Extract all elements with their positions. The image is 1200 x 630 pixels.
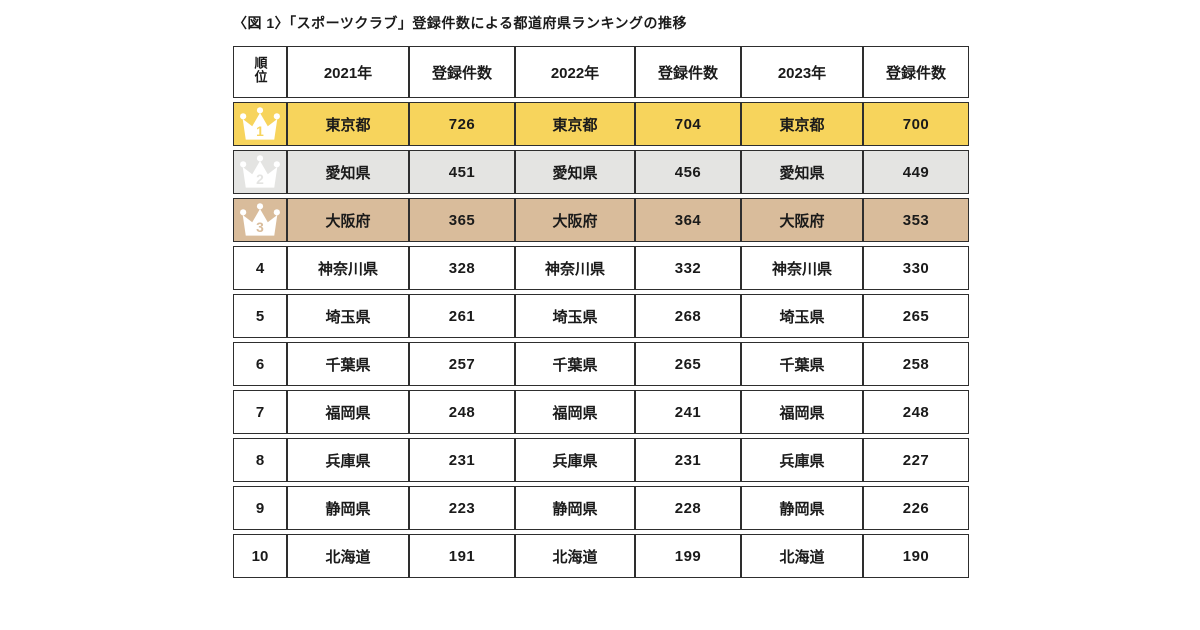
table-row: 3 大阪府 365 大阪府 364 大阪府 353	[233, 198, 969, 242]
count-cell: 265	[863, 294, 969, 338]
table-row: 4 神奈川県 328 神奈川県 332 神奈川県 330	[233, 246, 969, 290]
rank-cell: 4	[233, 246, 287, 290]
prefecture-cell: 埼玉県	[515, 294, 635, 338]
count-cell: 257	[409, 342, 515, 386]
count-cell: 191	[409, 534, 515, 578]
prefecture-cell: 福岡県	[287, 390, 409, 434]
rank-cell: 2	[233, 150, 287, 194]
prefecture-cell: 大阪府	[287, 198, 409, 242]
count-cell: 227	[863, 438, 969, 482]
count-cell: 231	[409, 438, 515, 482]
table-row: 5 埼玉県 261 埼玉県 268 埼玉県 265	[233, 294, 969, 338]
crown-rank-1-icon: 1	[240, 107, 280, 140]
count-cell: 726	[409, 102, 515, 146]
count-cell: 332	[635, 246, 741, 290]
prefecture-cell: 大阪府	[515, 198, 635, 242]
svg-text:3: 3	[256, 219, 264, 235]
table-row: 10 北海道 191 北海道 199 北海道 190	[233, 534, 969, 578]
prefecture-cell: 福岡県	[515, 390, 635, 434]
rank-cell: 9	[233, 486, 287, 530]
rank-cell: 7	[233, 390, 287, 434]
prefecture-cell: 神奈川県	[515, 246, 635, 290]
prefecture-cell: 愛知県	[287, 150, 409, 194]
prefecture-cell: 福岡県	[741, 390, 863, 434]
year-header-2021: 2021年	[287, 46, 409, 98]
prefecture-cell: 神奈川県	[741, 246, 863, 290]
rank-cell: 8	[233, 438, 287, 482]
prefecture-cell: 埼玉県	[287, 294, 409, 338]
prefecture-cell: 北海道	[741, 534, 863, 578]
rank-cell: 1	[233, 102, 287, 146]
prefecture-cell: 静岡県	[287, 486, 409, 530]
header-row: 順位 2021年 登録件数 2022年 登録件数 2023年 登録件数	[233, 46, 969, 98]
count-cell: 700	[863, 102, 969, 146]
crown-rank-2-icon: 2	[240, 155, 280, 188]
prefecture-cell: 兵庫県	[287, 438, 409, 482]
table-row: 8 兵庫県 231 兵庫県 231 兵庫県 227	[233, 438, 969, 482]
count-cell: 451	[409, 150, 515, 194]
prefecture-cell: 北海道	[515, 534, 635, 578]
table-body: 1 東京都 726 東京都 704 東京都 700 2 愛知県 451 愛知県 456 愛知県 449 3 大…	[233, 102, 969, 578]
prefecture-cell: 神奈川県	[287, 246, 409, 290]
table-row: 1 東京都 726 東京都 704 東京都 700	[233, 102, 969, 146]
prefecture-cell: 東京都	[515, 102, 635, 146]
rank-column-header: 順位	[233, 46, 287, 98]
count-cell: 328	[409, 246, 515, 290]
count-cell: 258	[863, 342, 969, 386]
count-cell: 228	[635, 486, 741, 530]
count-header-2021: 登録件数	[409, 46, 515, 98]
prefecture-cell: 大阪府	[741, 198, 863, 242]
count-cell: 265	[635, 342, 741, 386]
rank-cell: 10	[233, 534, 287, 578]
count-cell: 449	[863, 150, 969, 194]
ranking-table: 順位 2021年 登録件数 2022年 登録件数 2023年 登録件数 1 東京都…	[233, 42, 969, 582]
prefecture-cell: 静岡県	[741, 486, 863, 530]
prefecture-cell: 東京都	[741, 102, 863, 146]
count-cell: 231	[635, 438, 741, 482]
count-cell: 241	[635, 390, 741, 434]
rank-header-label: 順位	[252, 56, 268, 84]
year-header-2023: 2023年	[741, 46, 863, 98]
count-cell: 248	[409, 390, 515, 434]
prefecture-cell: 埼玉県	[741, 294, 863, 338]
table-row: 2 愛知県 451 愛知県 456 愛知県 449	[233, 150, 969, 194]
prefecture-cell: 兵庫県	[515, 438, 635, 482]
count-cell: 353	[863, 198, 969, 242]
svg-text:1: 1	[256, 123, 264, 139]
count-header-2023: 登録件数	[863, 46, 969, 98]
count-cell: 199	[635, 534, 741, 578]
prefecture-cell: 千葉県	[515, 342, 635, 386]
count-cell: 248	[863, 390, 969, 434]
count-cell: 704	[635, 102, 741, 146]
count-cell: 330	[863, 246, 969, 290]
count-cell: 190	[863, 534, 969, 578]
rank-cell: 3	[233, 198, 287, 242]
count-header-2022: 登録件数	[635, 46, 741, 98]
table-row: 7 福岡県 248 福岡県 241 福岡県 248	[233, 390, 969, 434]
rank-cell: 5	[233, 294, 287, 338]
prefecture-cell: 愛知県	[515, 150, 635, 194]
count-cell: 223	[409, 486, 515, 530]
svg-text:2: 2	[256, 171, 264, 187]
prefecture-cell: 千葉県	[287, 342, 409, 386]
count-cell: 261	[409, 294, 515, 338]
count-cell: 456	[635, 150, 741, 194]
rank-cell: 6	[233, 342, 287, 386]
prefecture-cell: 愛知県	[741, 150, 863, 194]
count-cell: 365	[409, 198, 515, 242]
table-row: 9 静岡県 223 静岡県 228 静岡県 226	[233, 486, 969, 530]
ranking-figure: 〈図 1〉「スポーツクラブ」登録件数による都道府県ランキングの推移 順位 202…	[233, 13, 969, 582]
count-cell: 226	[863, 486, 969, 530]
prefecture-cell: 兵庫県	[741, 438, 863, 482]
table-row: 6 千葉県 257 千葉県 265 千葉県 258	[233, 342, 969, 386]
prefecture-cell: 北海道	[287, 534, 409, 578]
prefecture-cell: 東京都	[287, 102, 409, 146]
crown-rank-3-icon: 3	[240, 203, 280, 236]
count-cell: 268	[635, 294, 741, 338]
count-cell: 364	[635, 198, 741, 242]
prefecture-cell: 静岡県	[515, 486, 635, 530]
prefecture-cell: 千葉県	[741, 342, 863, 386]
figure-title: 〈図 1〉「スポーツクラブ」登録件数による都道府県ランキングの推移	[233, 15, 688, 31]
year-header-2022: 2022年	[515, 46, 635, 98]
